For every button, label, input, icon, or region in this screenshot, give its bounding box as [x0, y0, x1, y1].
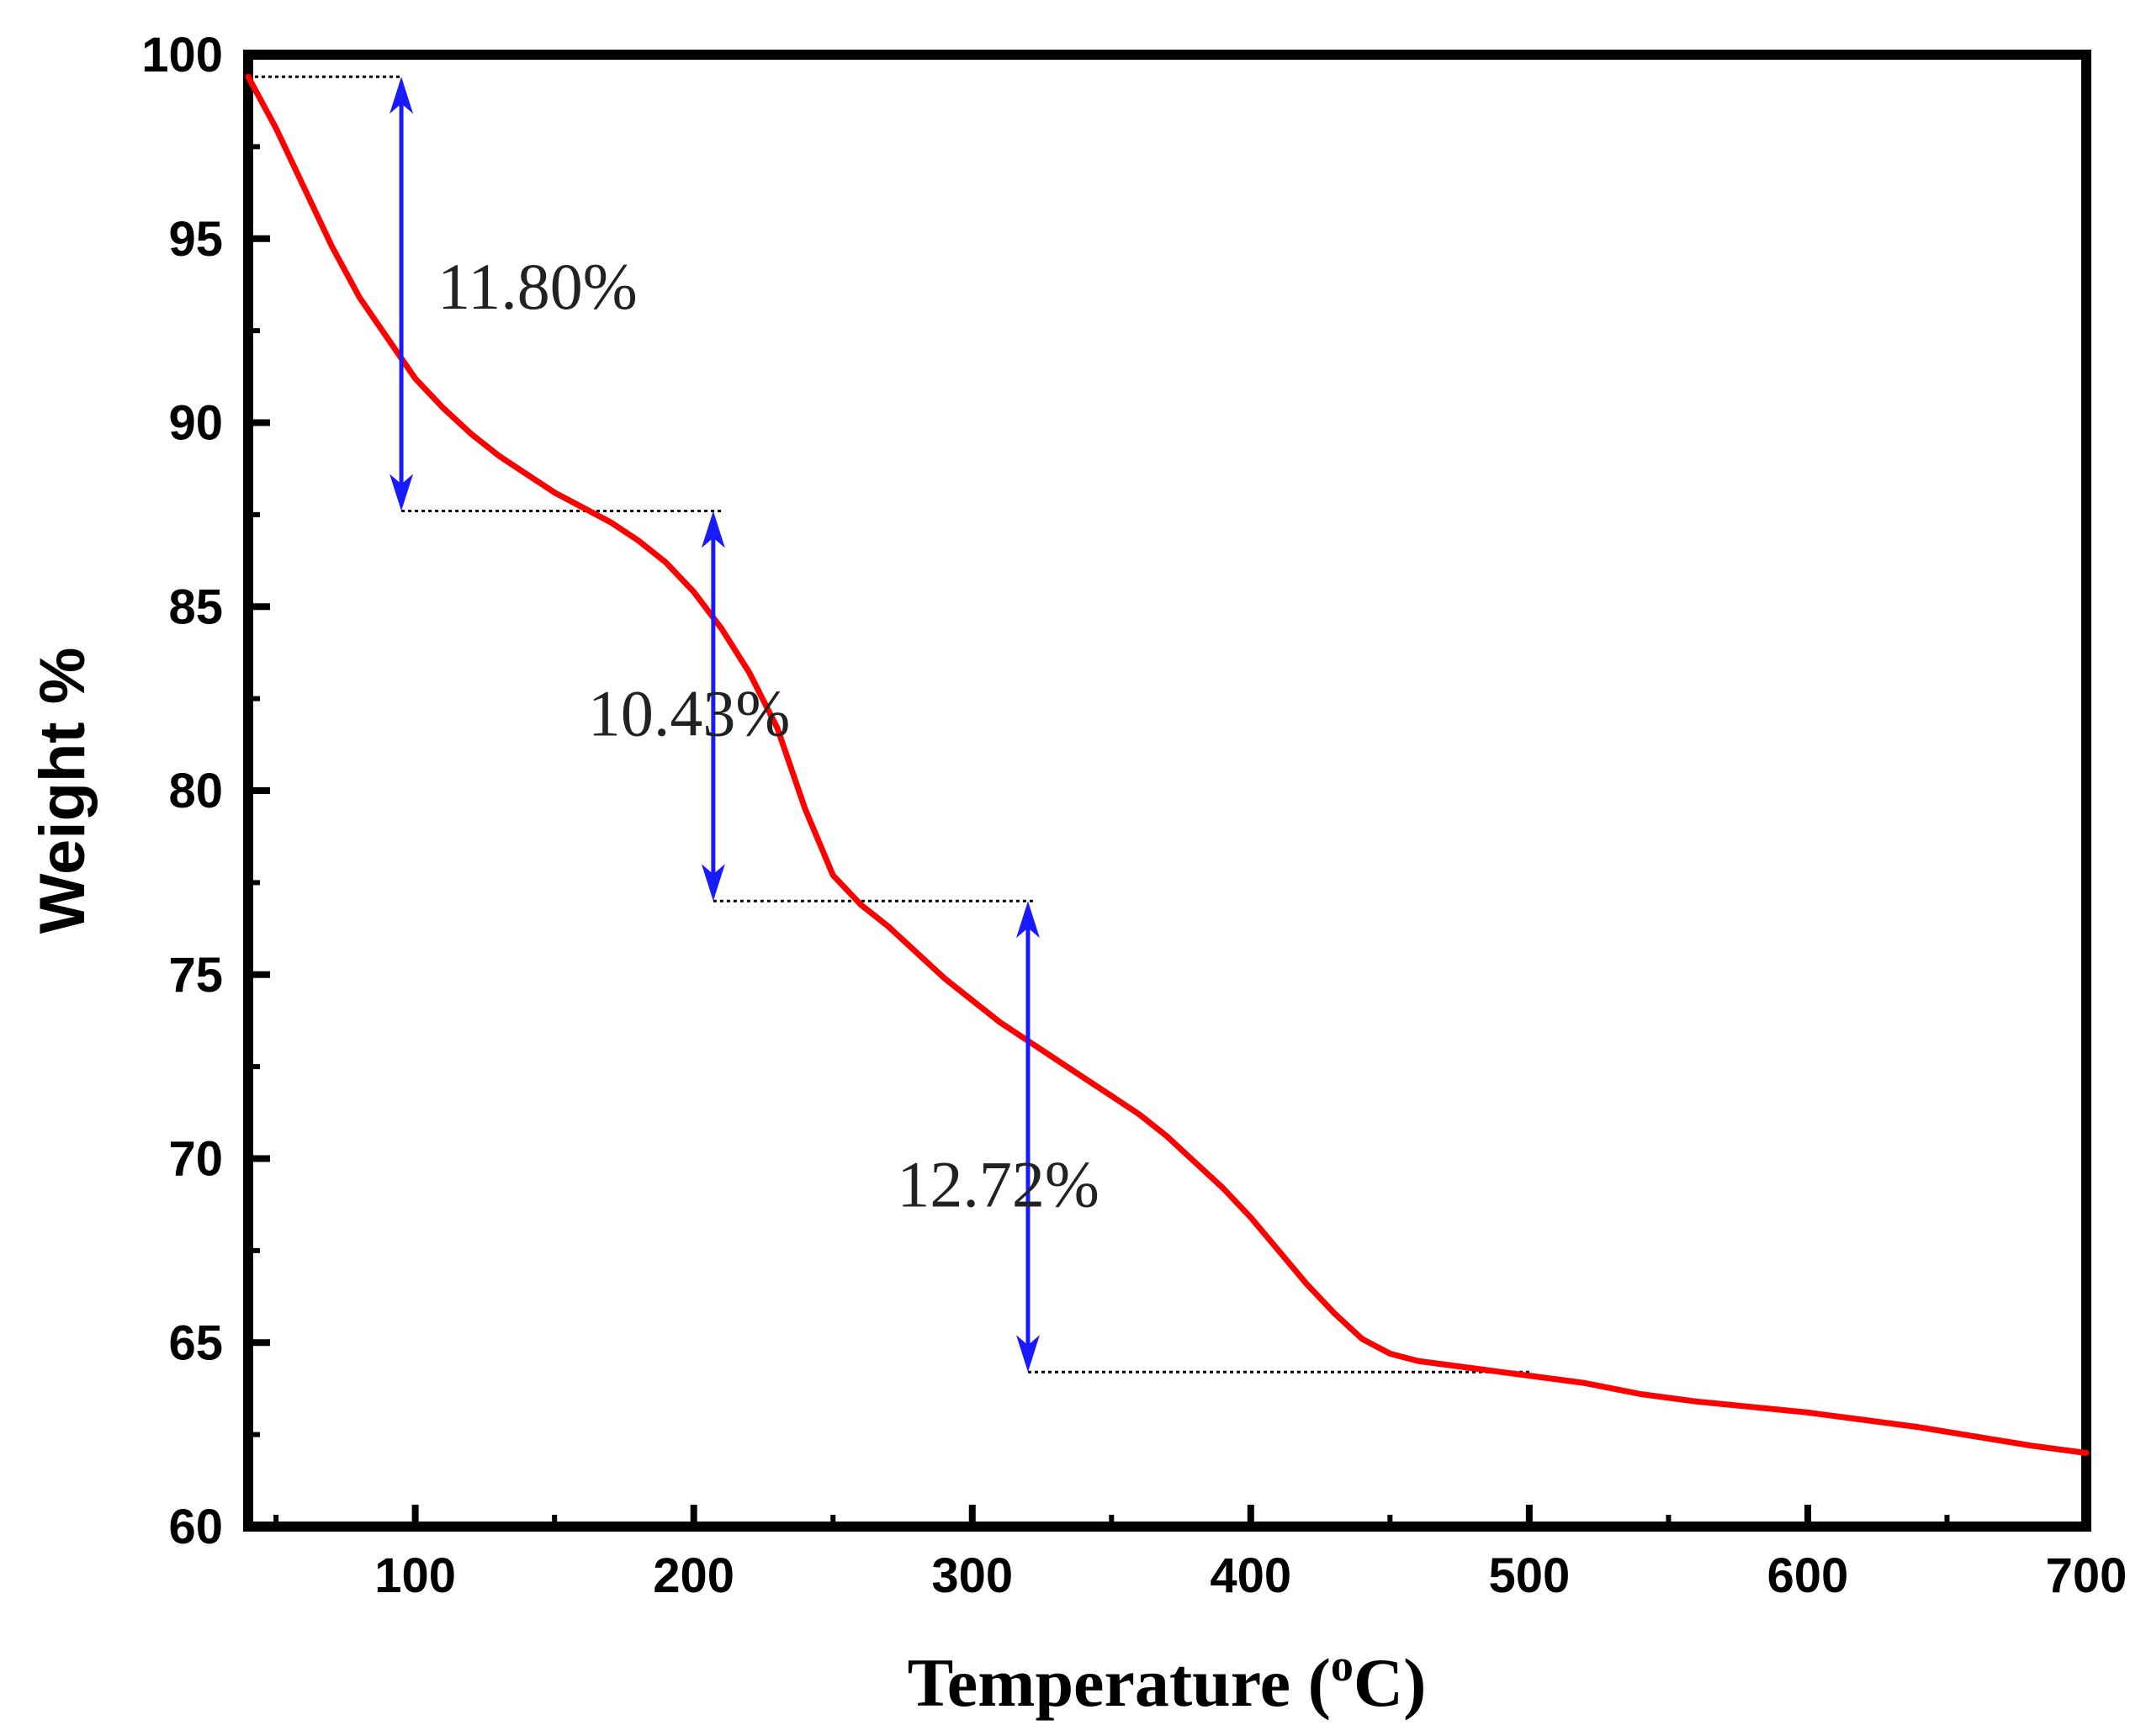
- x-tick-label: 500: [1488, 1548, 1570, 1603]
- x-tick-label: 200: [653, 1548, 734, 1603]
- y-tick-label: 60: [168, 1500, 223, 1554]
- weight-loss-label: 10.43%: [588, 676, 790, 749]
- x-tick-label: 700: [2046, 1548, 2127, 1603]
- weight-loss-label: 12.72%: [897, 1147, 1099, 1220]
- arrowhead-down: [389, 474, 414, 511]
- arrowhead-up: [1015, 901, 1040, 939]
- x-tick-labels: 100 200 300 400 500 600 700: [374, 1548, 2127, 1603]
- y-tick-labels: 60 65 70 75 80 85 90 95 100: [141, 28, 223, 1554]
- weight-loss-label: 11.80%: [437, 250, 638, 323]
- x-tick-label: 600: [1767, 1548, 1849, 1603]
- y-tick-label: 65: [168, 1315, 223, 1370]
- y-tick-label: 95: [168, 212, 223, 267]
- x-tick-label: 300: [931, 1548, 1013, 1603]
- y-tick-label: 85: [168, 580, 223, 634]
- y-tick-label: 100: [141, 28, 223, 82]
- x-tick-label: 100: [374, 1548, 456, 1603]
- weight-loss-labels: 11.80% 10.43% 12.72%: [437, 250, 1099, 1221]
- arrowhead-down: [1015, 1335, 1040, 1373]
- arrowhead-down: [701, 864, 725, 902]
- y-axis-label: Weight %: [27, 648, 98, 934]
- reference-lines: [248, 75, 1529, 1373]
- arrowhead-up: [389, 77, 414, 114]
- x-tick-label: 400: [1210, 1548, 1291, 1603]
- weight-loss-arrows: [389, 77, 1040, 1373]
- y-tick-label: 75: [168, 948, 223, 1003]
- y-tick-label: 80: [168, 764, 223, 818]
- y-tick-label: 90: [168, 396, 223, 451]
- axis-ticks: [248, 51, 2090, 1530]
- x-axis-label: Temperature (oC): [908, 1640, 1427, 1721]
- arrowhead-up: [701, 511, 725, 548]
- y-tick-label: 70: [168, 1132, 223, 1187]
